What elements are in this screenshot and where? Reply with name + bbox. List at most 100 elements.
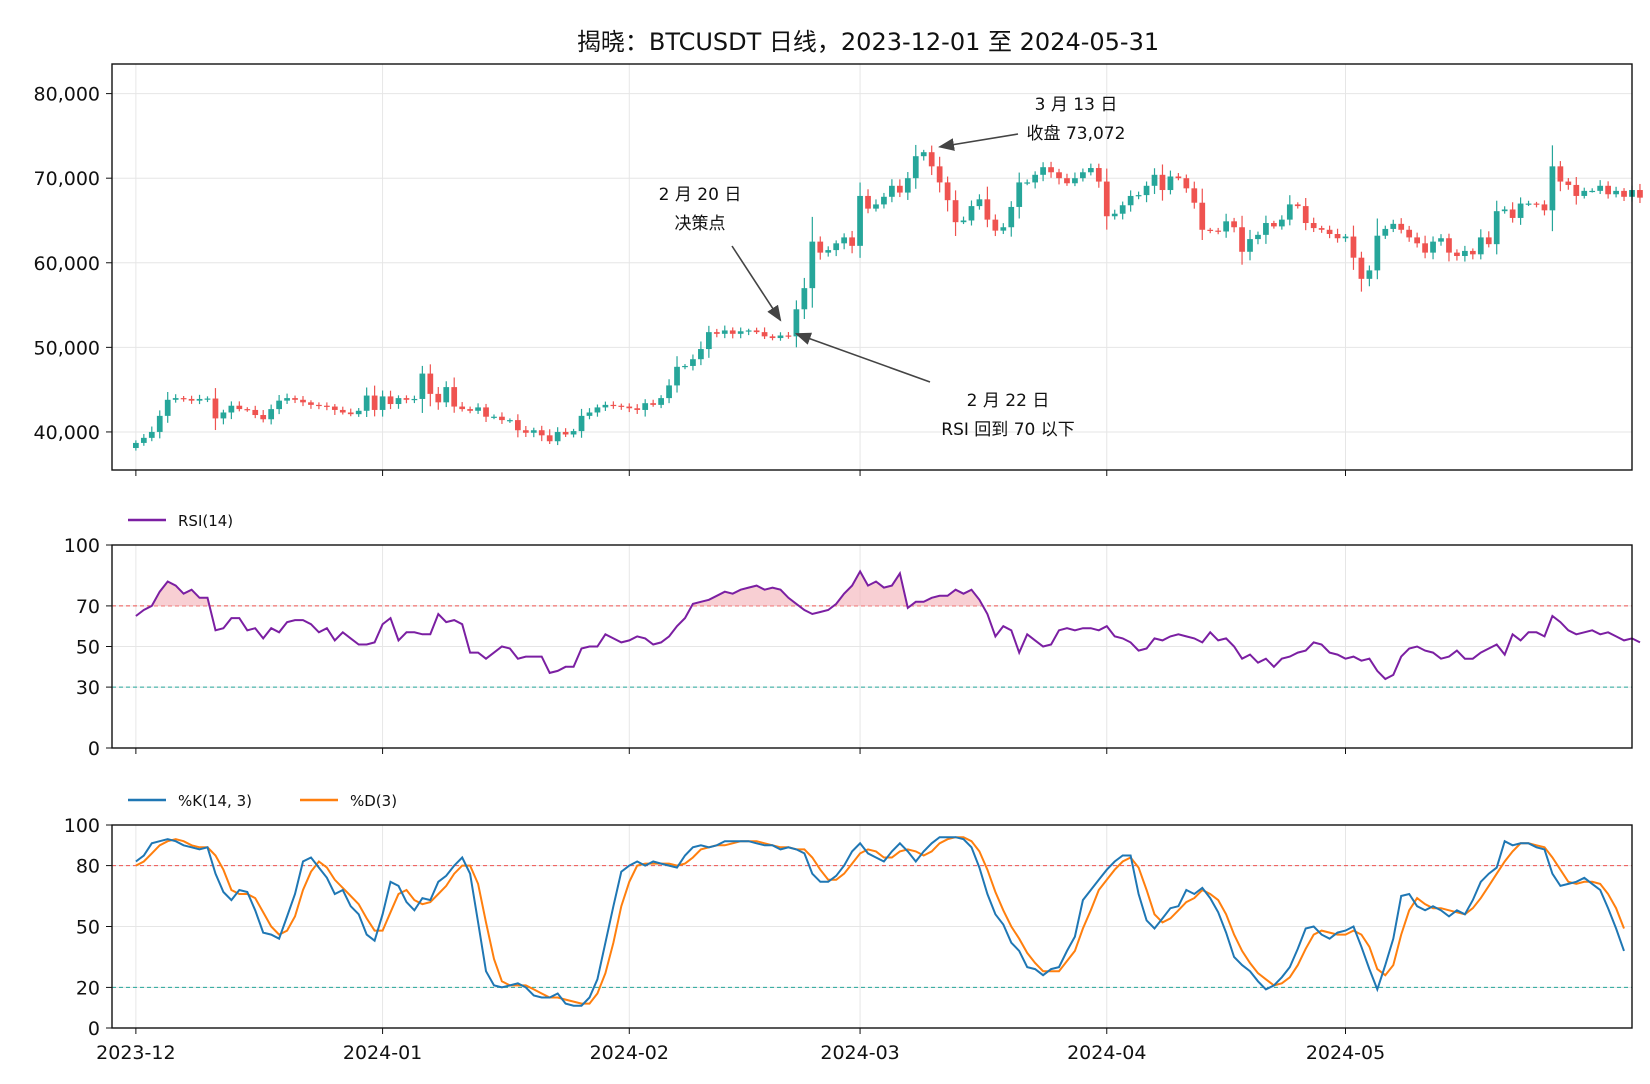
rsi-line [135, 569, 1641, 681]
candle-body [729, 330, 736, 334]
candle-body [172, 398, 179, 400]
candle-body [690, 359, 696, 366]
rsi-overbought-shade [151, 581, 210, 606]
candle-body [1637, 190, 1643, 198]
candle-body [1501, 209, 1508, 212]
price-y-tick-label: 70,000 [34, 168, 100, 190]
candle-body [1374, 235, 1381, 271]
candle-body [371, 395, 378, 410]
stoch-y-tick-label: 80 [76, 856, 100, 878]
annotation-decision-label: 决策点 [675, 214, 726, 234]
candle-body [1549, 166, 1556, 211]
candle-body [1446, 238, 1452, 253]
stoch-k-line [135, 836, 1625, 1007]
rsi-y-tick-label: 0 [88, 738, 100, 760]
candle-body [546, 435, 553, 442]
x-tick-label: 2024-05 [1306, 1042, 1385, 1064]
rsi-frame [111, 544, 1633, 749]
candle-body [1080, 172, 1086, 179]
candle-body [196, 398, 203, 401]
candle-body [920, 152, 927, 157]
candle-body [642, 403, 649, 410]
candle-body [873, 204, 879, 209]
annotation-rsi-date: 2 月 22 日 [967, 391, 1050, 411]
candle-body [1565, 181, 1572, 185]
candle-body [650, 403, 657, 405]
rsi-overbought-shade [910, 589, 983, 606]
annotation-peak-arrow [938, 133, 1019, 151]
candle-body [204, 398, 211, 400]
candle-body [1382, 228, 1389, 236]
stoch-y-tick-label: 20 [76, 977, 100, 999]
candle-body [140, 437, 147, 443]
x-tick-label: 2024-02 [590, 1042, 669, 1064]
candle-body [1509, 209, 1516, 218]
candle-body [849, 237, 855, 246]
candle-body [1477, 237, 1484, 255]
candle-body [658, 398, 664, 405]
candle-body [355, 410, 362, 415]
candle-body [1350, 236, 1357, 258]
candle-body [1398, 223, 1405, 230]
candle-body [833, 243, 840, 251]
candle-body [1215, 230, 1222, 232]
stochastic-panel: 0 20 50 80 100 2023-12 2024-01 2024-02 2024-03 20… [64, 792, 1633, 1064]
stoch-y-tick-label: 50 [76, 917, 100, 939]
x-tick-label: 2024-01 [343, 1042, 422, 1064]
candle-body [817, 241, 824, 253]
candle-body [1517, 203, 1524, 218]
candle-body [634, 408, 641, 410]
candle-body [578, 415, 585, 432]
price-y-tick-label: 80,000 [34, 84, 100, 106]
candle-body [1000, 227, 1007, 231]
candle-body [936, 166, 943, 183]
candle-body [435, 393, 442, 403]
candle-body [331, 406, 338, 410]
candle-body [339, 409, 346, 413]
candle-body [419, 373, 426, 399]
candle-body [602, 404, 609, 408]
rsi-y-tick-label: 70 [76, 596, 100, 618]
x-tick-label: 2024-04 [1067, 1042, 1146, 1064]
candle-body [491, 416, 497, 418]
candle-body [889, 185, 895, 197]
candle-body [1414, 237, 1420, 244]
candle-body [164, 399, 171, 416]
candle-body [626, 406, 633, 409]
candle-body [586, 412, 593, 416]
candle-body [1263, 223, 1269, 235]
rsi-y-tick-label: 30 [76, 677, 100, 699]
candle-body [507, 420, 513, 422]
candle-body [530, 430, 537, 433]
candle-body [1589, 190, 1596, 193]
candle-body [1390, 223, 1397, 229]
candle-body [785, 335, 792, 337]
candle-body [761, 332, 768, 337]
candle-body [674, 366, 680, 386]
candle-body [721, 330, 728, 334]
candle-body [1191, 188, 1198, 203]
candle-body [1207, 229, 1214, 231]
candle-body [1127, 195, 1134, 206]
candle-body [427, 373, 434, 394]
rsi-overbought-shade [833, 571, 908, 606]
candle-body [1271, 223, 1277, 227]
candle-body [1135, 195, 1142, 197]
annotation-rsi-label: RSI 回到 70 以下 [941, 420, 1074, 440]
candle-body [467, 409, 473, 411]
candle-body [896, 185, 903, 193]
candle-body [443, 387, 450, 403]
candle-body [801, 288, 808, 310]
candle-body [1183, 178, 1190, 189]
candle-body [1143, 185, 1150, 196]
candle-body [562, 431, 569, 435]
candle-body [698, 349, 704, 360]
candle-body [1334, 234, 1341, 239]
candle-body [1159, 174, 1166, 191]
candle-body [1095, 168, 1102, 182]
candle-body [912, 156, 919, 179]
candle-body [1103, 181, 1110, 217]
annotation-decision-arrow [731, 245, 782, 322]
